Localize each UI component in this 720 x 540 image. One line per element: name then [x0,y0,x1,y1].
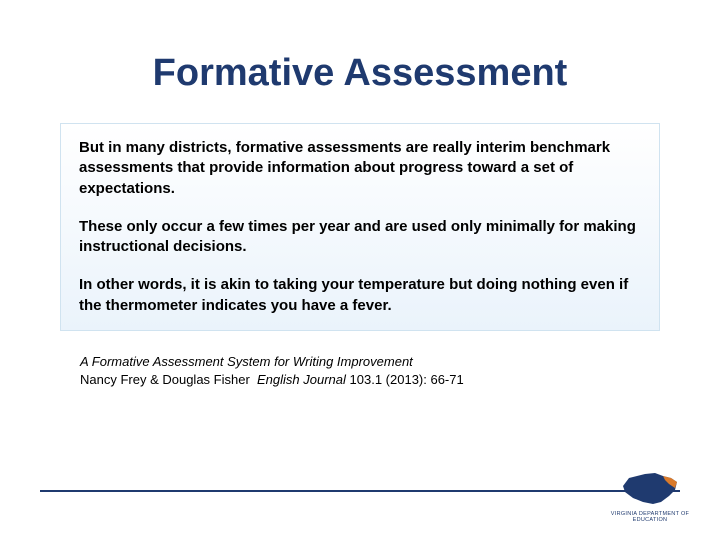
paragraph-2: These only occur a few times per year an… [79,217,641,258]
vdoe-logo: VIRGINIA DEPARTMENT OF EDUCATION [608,468,692,528]
slide: Formative Assessment But in many distric… [0,0,720,540]
logo-label: VIRGINIA DEPARTMENT OF EDUCATION [611,511,689,523]
citation-line-1: A Formative Assessment System for Writin… [80,353,640,371]
citation-line-2: Nancy Frey & Douglas Fisher English Jour… [80,371,640,389]
citation-journal: English Journal [257,372,346,387]
content-box: But in many districts, formative assessm… [60,123,660,331]
citation-ref: 103.1 (2013): 66-71 [350,372,464,387]
virginia-state-icon [615,468,685,510]
logo-label-line2: EDUCATION [611,517,689,523]
slide-title: Formative Assessment [50,52,670,95]
paragraph-3: In other words, it is akin to taking you… [79,275,641,316]
footer-divider [40,490,680,492]
citation: A Formative Assessment System for Writin… [80,353,640,389]
paragraph-1: But in many districts, formative assessm… [79,138,641,199]
citation-title: A Formative Assessment System for Writin… [80,354,413,369]
citation-authors: Nancy Frey & Douglas Fisher [80,372,250,387]
